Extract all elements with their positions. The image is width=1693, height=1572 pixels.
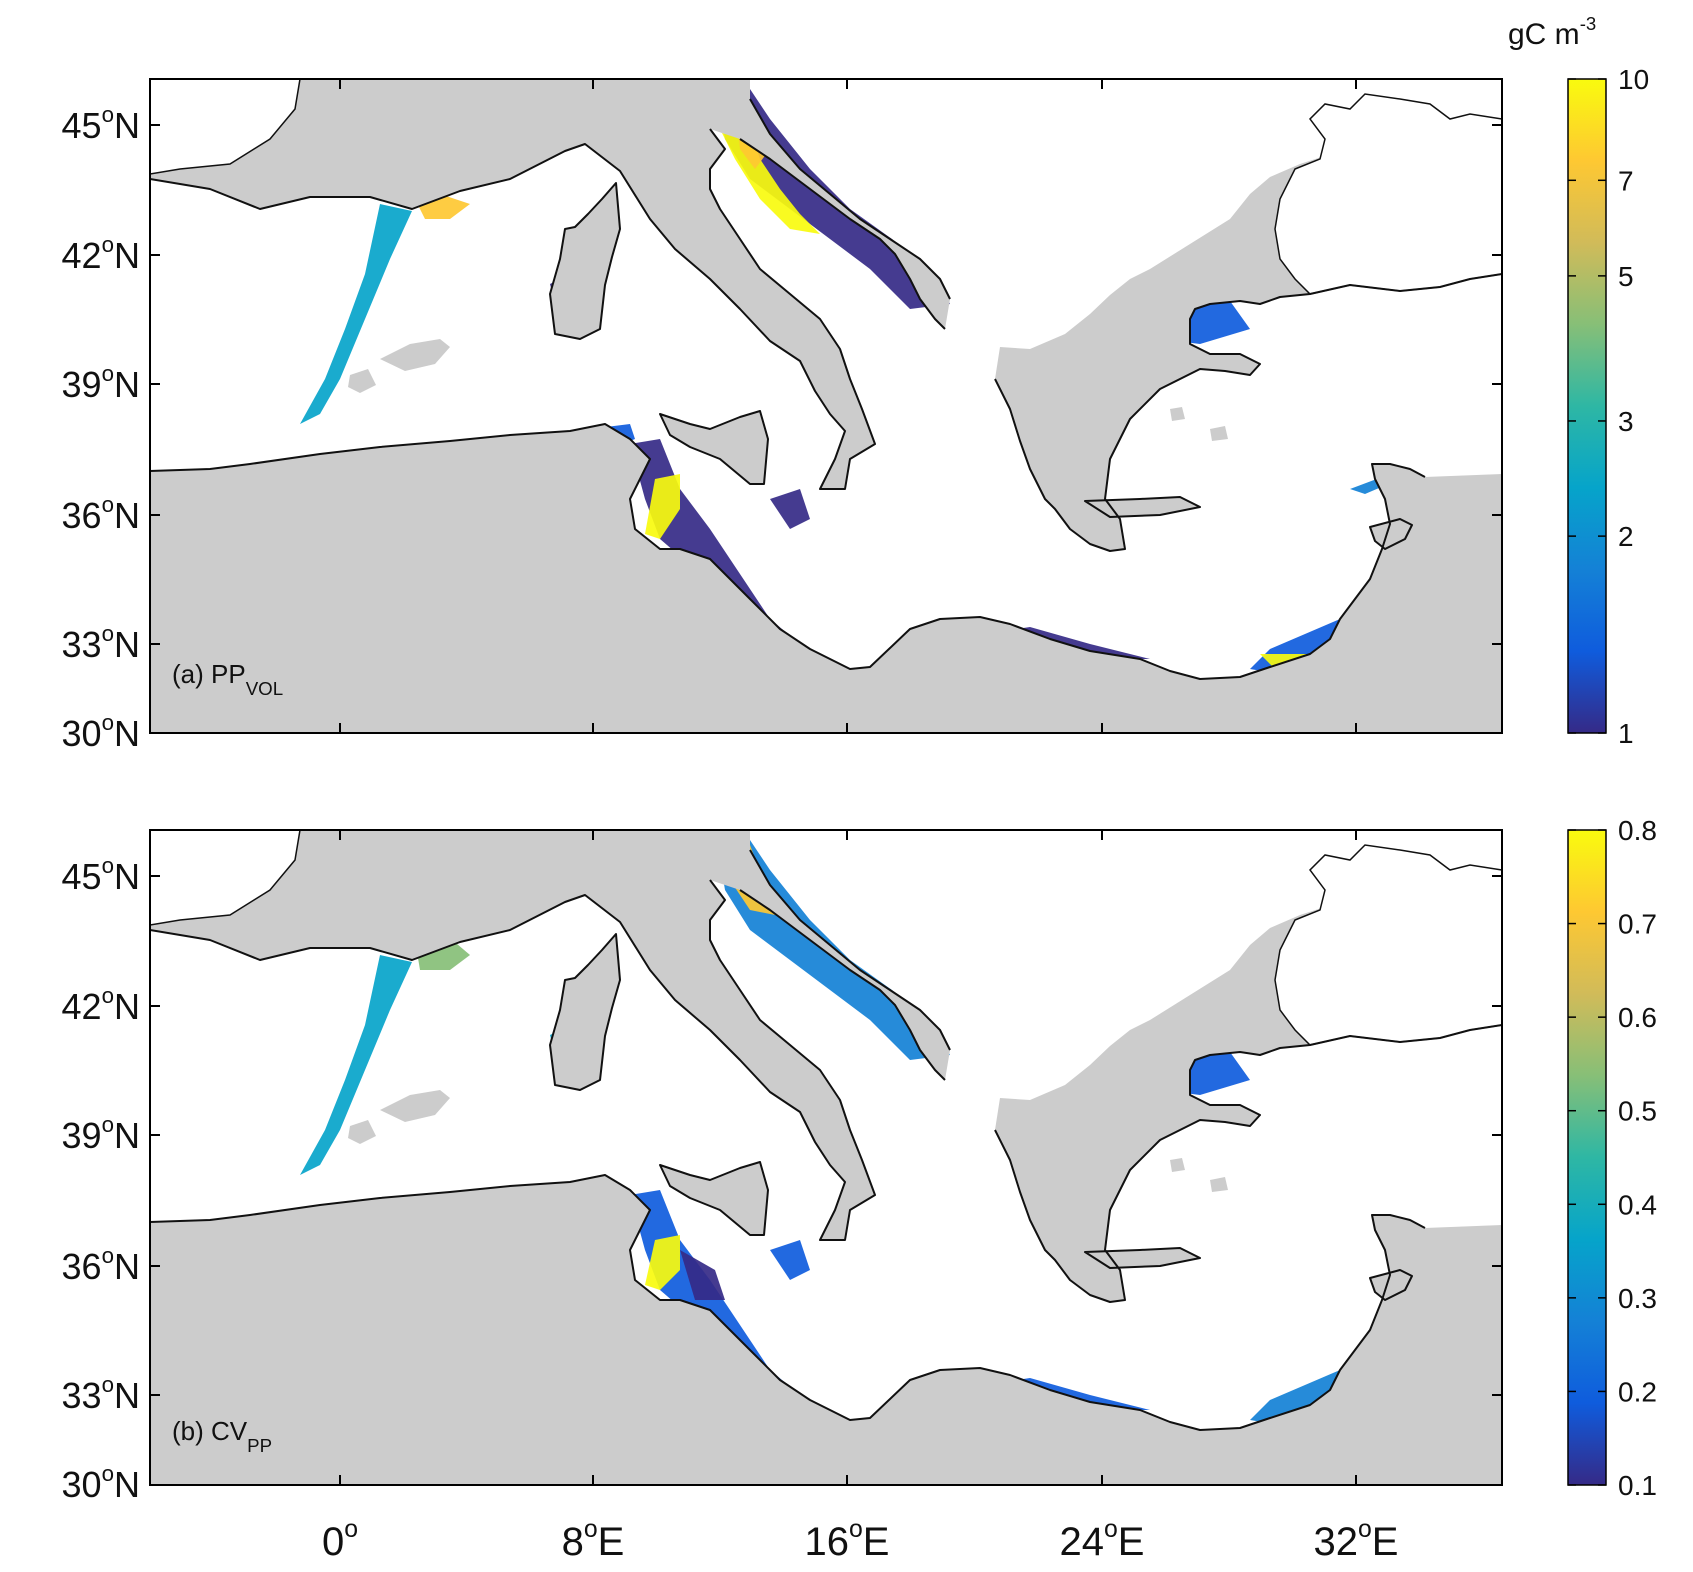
shelf-color-patch <box>645 1235 680 1290</box>
lat-label: 36oN <box>62 1243 140 1287</box>
shelf-color-patch <box>770 1240 810 1280</box>
lat-label: 33oN <box>62 621 140 665</box>
panel-b-colorbar: 0.8 0.7 0.6 0.5 0.4 0.3 0.2 0.1 <box>1567 815 1657 1501</box>
lat-label: 36oN <box>62 492 140 536</box>
colorbar-b-ticks: 0.8 0.7 0.6 0.5 0.4 0.3 0.2 0.1 <box>1568 815 1657 1501</box>
lat-label: 45oN <box>62 102 140 146</box>
lat-label: 30oN <box>62 1461 140 1505</box>
colorbar-tick-label: 0.6 <box>1618 1002 1657 1033</box>
panel-a-label: (a) PPVOL <box>172 659 283 699</box>
shelf-color-patch <box>630 439 850 674</box>
colorbar-tick-label: 2 <box>1618 521 1634 552</box>
colorbar-tick-label: 7 <box>1618 165 1634 196</box>
shelf-color-patch <box>300 955 412 1175</box>
colorbar-a-ticks: 10 7 5 3 2 1 <box>1568 64 1649 749</box>
shelf-color-patch <box>645 474 680 539</box>
panel-b: 45oN 42oN 39oN 36oN 33oN 30oN (b) CVPP 0.8 0.7… <box>62 815 1657 1505</box>
colorbar-tick-label: 3 <box>1618 406 1634 437</box>
colorbar-tick-label: 0.5 <box>1618 1096 1657 1127</box>
shelf-color-patch <box>630 1190 850 1425</box>
shelf-color-patch <box>300 204 412 424</box>
colorbar-a-title: gC m-3 <box>1508 13 1596 51</box>
lat-label: 42oN <box>62 232 140 276</box>
panel-a-frame <box>149 78 1503 734</box>
lat-label: 30oN <box>62 710 140 754</box>
panel-b-lat-labels: 45oN 42oN 39oN 36oN 33oN 30oN <box>62 853 140 1505</box>
shelf-color-patch <box>770 489 810 529</box>
colorbar-tick-label: 10 <box>1618 64 1649 95</box>
panel-a-ticks <box>150 79 1502 733</box>
lon-label: 0o <box>322 1516 358 1564</box>
lat-label: 42oN <box>62 983 140 1027</box>
panel-b-ticks <box>150 830 1502 1485</box>
colorbar-a-ramp <box>1567 78 1607 734</box>
panel-b-label: (b) CVPP <box>172 1416 272 1456</box>
colorbar-tick-label: 1 <box>1618 718 1634 749</box>
colorbar-tick-label: 0.8 <box>1618 815 1657 846</box>
panel-a-colorbar: gC m-3 10 7 5 3 2 1 <box>1508 13 1649 749</box>
shelf-color-patch <box>680 1250 725 1300</box>
colorbar-tick-label: 0.4 <box>1618 1189 1657 1220</box>
panel-b-frame <box>149 829 1503 1486</box>
colorbar-tick-label: 0.7 <box>1618 909 1657 940</box>
lon-label: 24oE <box>1060 1516 1145 1564</box>
lat-label: 39oN <box>62 361 140 405</box>
lon-label: 16oE <box>805 1516 890 1564</box>
lat-label: 39oN <box>62 1112 140 1156</box>
colorbar-tick-label: 0.3 <box>1618 1283 1657 1314</box>
colorbar-tick-label: 0.1 <box>1618 1470 1657 1501</box>
longitude-labels: 0o 8oE 16oE 24oE 32oE <box>322 1516 1399 1564</box>
lat-label: 33oN <box>62 1372 140 1416</box>
colorbar-tick-label: 5 <box>1618 261 1634 292</box>
lat-label: 45oN <box>62 853 140 897</box>
colorbar-b-ramp <box>1567 829 1607 1486</box>
lon-label: 8oE <box>562 1516 625 1564</box>
panel-a: 45oN 42oN 39oN 36oN 33oN 30oN (a) PPVOL gC m-… <box>62 13 1650 754</box>
lon-label: 32oE <box>1314 1516 1399 1564</box>
panel-a-lat-labels: 45oN 42oN 39oN 36oN 33oN 30oN <box>62 102 140 754</box>
colorbar-tick-label: 0.2 <box>1618 1376 1657 1407</box>
